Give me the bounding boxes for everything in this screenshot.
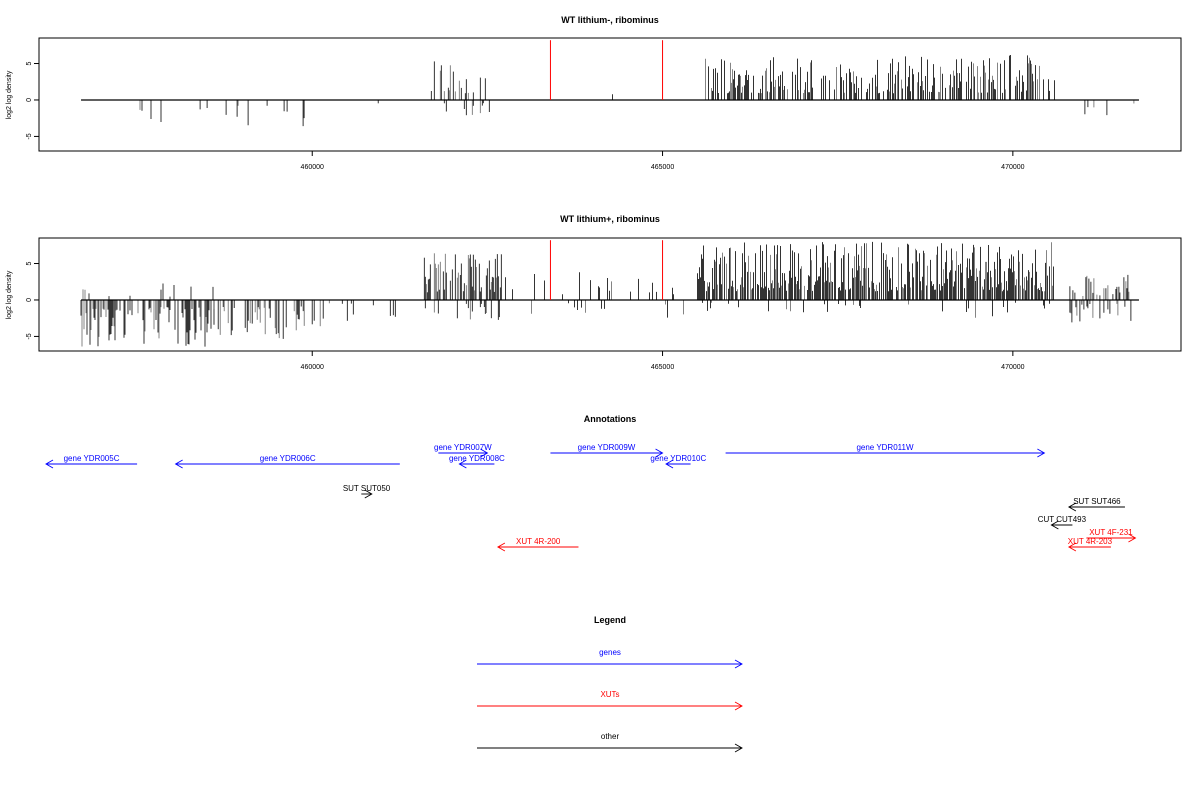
- feature: gene YDR008C: [449, 454, 505, 469]
- feature: CUT CUT493: [1038, 515, 1087, 530]
- arrowhead-icon: [364, 489, 373, 499]
- arrowhead-icon: [734, 743, 743, 753]
- x-tick-label: 465000: [651, 164, 674, 171]
- arrowhead-icon: [1067, 502, 1077, 512]
- arrowhead-icon: [45, 459, 54, 469]
- legend-item: other: [477, 732, 743, 753]
- x-tick-label: 465000: [651, 364, 674, 371]
- x-tick-label: 460000: [301, 164, 324, 171]
- legend-item: XUTs: [477, 690, 743, 711]
- arrowhead-icon: [734, 701, 743, 711]
- panel-lithium-minus: WT lithium-, ribominus log2 log density …: [6, 15, 1182, 171]
- feature-label: SUT SUT050: [343, 484, 391, 493]
- legend-label: genes: [599, 648, 621, 657]
- legend: Legend genes XUTs other: [477, 615, 743, 753]
- y-axis-label: log2 log density: [6, 70, 13, 119]
- red-markers: [549, 240, 664, 300]
- feature: SUT SUT050: [343, 484, 391, 499]
- y-tick-label: 5: [26, 61, 33, 65]
- feature-label: SUT SUT466: [1073, 497, 1121, 506]
- feature: XUT 4R-200: [496, 537, 579, 552]
- y-tick-label: 0: [26, 298, 33, 302]
- feature-label: gene YDR007W: [434, 443, 492, 452]
- feature: gene YDR007W: [434, 443, 492, 458]
- arrowhead-icon: [655, 448, 664, 458]
- feature: SUT SUT466: [1067, 497, 1125, 512]
- arrowhead-icon: [1128, 533, 1137, 543]
- annotations-title: Annotations: [584, 414, 637, 424]
- feature: gene YDR006C: [174, 454, 400, 469]
- legend-title: Legend: [594, 615, 626, 625]
- legend-items: genes XUTs other: [477, 648, 743, 753]
- density-bars: [80, 241, 1132, 347]
- panel-title: WT lithium-, ribominus: [561, 15, 659, 25]
- feature-arrows: gene YDR005C gene YDR006C gene YDR007W gene…: [45, 443, 1137, 552]
- plot-frame: [38, 237, 1182, 352]
- arrowhead-icon: [174, 459, 183, 469]
- legend-item: genes: [477, 648, 743, 669]
- feature: gene YDR010C: [650, 454, 706, 469]
- feature-label: gene YDR009W: [578, 443, 636, 452]
- feature-label: gene YDR006C: [260, 454, 316, 463]
- axis-ticks: 460000 465000 470000 -5 0 5: [26, 61, 1025, 171]
- arrowhead-icon: [458, 459, 467, 469]
- feature-label: XUT 4F-231: [1089, 528, 1133, 537]
- feature-label: gene YDR005C: [64, 454, 120, 463]
- red-markers: [549, 40, 664, 100]
- feature-label: gene YDR011W: [856, 443, 914, 452]
- arrowhead-icon: [496, 542, 506, 552]
- x-tick-label: 470000: [1001, 364, 1024, 371]
- arrowhead-icon: [480, 448, 489, 458]
- y-tick-label: 5: [26, 261, 33, 265]
- feature-label: gene YDR010C: [650, 454, 706, 463]
- arrowhead-icon: [1037, 448, 1046, 458]
- arrowhead-icon: [734, 659, 743, 669]
- feature-label: XUT 4R-203: [1068, 537, 1113, 546]
- y-tick-label: 0: [26, 98, 33, 102]
- feature-label: XUT 4R-200: [516, 537, 561, 546]
- plot-frame: [38, 37, 1182, 152]
- legend-label: other: [601, 732, 620, 741]
- y-tick-label: -5: [26, 133, 33, 139]
- panel-title: WT lithium+, ribominus: [560, 214, 660, 224]
- arrowhead-icon: [1050, 520, 1059, 530]
- axis-ticks: 460000 465000 470000 -5 0 5: [26, 261, 1025, 371]
- y-axis-label: log2 log density: [6, 270, 13, 319]
- y-tick-label: -5: [26, 333, 33, 339]
- legend-label: XUTs: [600, 690, 619, 699]
- panel-lithium-plus: WT lithium+, ribominus log2 log density …: [6, 214, 1182, 371]
- feature: gene YDR009W: [550, 443, 664, 458]
- x-tick-label: 470000: [1001, 164, 1024, 171]
- x-tick-label: 460000: [301, 364, 324, 371]
- arrowhead-icon: [665, 459, 674, 469]
- annotations-track: Annotations gene YDR005C gene YDR006Cgene…: [45, 414, 1137, 552]
- feature-label: CUT CUT493: [1038, 515, 1087, 524]
- feature: gene YDR005C: [45, 454, 138, 469]
- feature: XUT 4F-231: [1086, 528, 1137, 543]
- density-bars: [139, 55, 1135, 127]
- feature: XUT 4R-203: [1067, 537, 1113, 552]
- arrowhead-icon: [1067, 542, 1077, 552]
- feature: gene YDR011W: [725, 443, 1046, 458]
- feature-label: gene YDR008C: [449, 454, 505, 463]
